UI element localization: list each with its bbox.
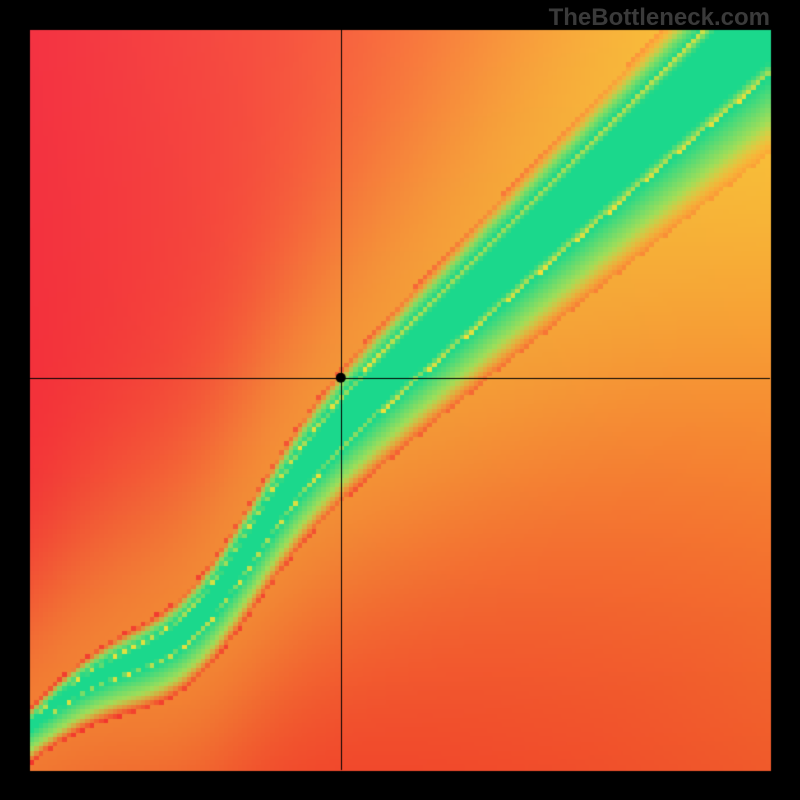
watermark-text: TheBottleneck.com: [549, 4, 770, 32]
bottleneck-heatmap: [0, 0, 800, 800]
chart-container: TheBottleneck.com: [0, 0, 800, 800]
